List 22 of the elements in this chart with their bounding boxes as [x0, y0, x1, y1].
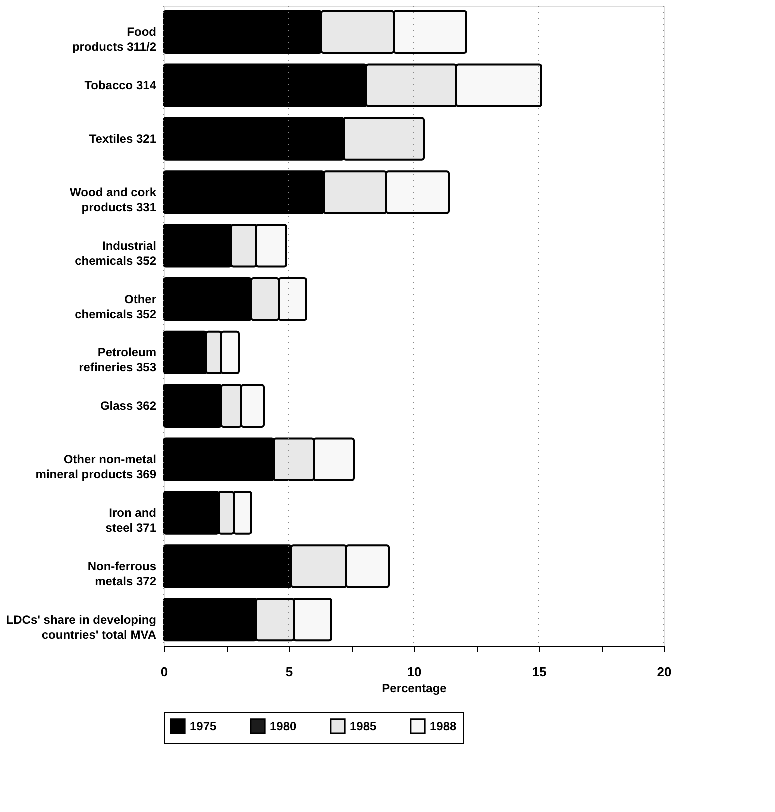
legend-label: 1985	[350, 719, 378, 734]
y-tick-label: Petroleum refineries 353	[79, 346, 157, 375]
y-tick-label: Iron and steel 371	[106, 506, 157, 535]
x-tick-label: 5	[286, 664, 294, 680]
y-tick-label: Food products 311/2	[72, 25, 157, 54]
x-tick-label: 15	[532, 664, 547, 680]
y-tick-label: Other non-metal mineral products 369	[36, 452, 157, 482]
x-tick-label: 20	[657, 664, 672, 680]
y-tick-label: LDCs' share in developing countries' total MVA	[6, 612, 157, 642]
legend-label: 1980	[270, 719, 298, 734]
x-tick-label: 10	[407, 664, 422, 680]
y-tick-label: Other chemicals 352	[75, 292, 157, 322]
legend-label: 1988	[430, 719, 458, 734]
y-tick-label: Non-ferrous metals 372	[88, 559, 157, 588]
x-axis-title: Percentage	[382, 682, 448, 696]
y-tick-label: Textiles 321	[89, 132, 157, 146]
legend-label: 1975	[190, 719, 218, 734]
y-tick-label: Glass 362	[100, 399, 157, 414]
y-tick-label: Tobacco 314	[84, 78, 157, 93]
y-tick-label: Wood and cork products 331	[70, 185, 157, 214]
x-tick-label: 0	[160, 664, 168, 680]
y-tick-label: Industrial chemicals 352	[75, 238, 157, 268]
